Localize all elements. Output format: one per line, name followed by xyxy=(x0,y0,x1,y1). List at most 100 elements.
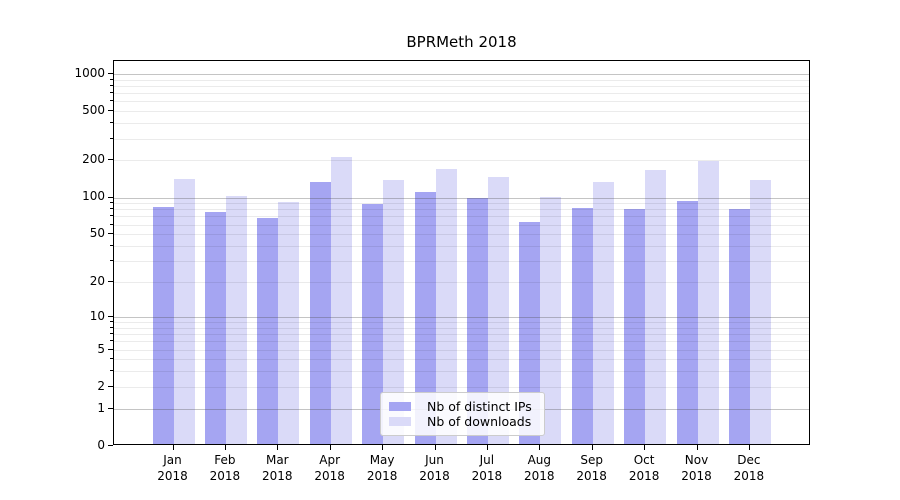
y-minor-tick-mark xyxy=(110,100,113,102)
gridline-minor xyxy=(114,209,809,211)
y-tick-label: 5 xyxy=(97,341,105,356)
y-minor-tick-mark xyxy=(110,321,113,322)
x-tick-mark xyxy=(172,445,174,450)
downloads-swatch-icon xyxy=(389,417,411,426)
gridline-minor xyxy=(114,138,809,140)
bar-downloads-sep xyxy=(592,182,614,444)
bar-downloads-dec xyxy=(749,179,771,444)
gridline-minor xyxy=(114,216,809,218)
y-minor-tick-mark xyxy=(110,385,113,387)
x-tick-label-sep: Sep 2018 xyxy=(576,453,607,483)
y-minor-tick-mark xyxy=(110,84,113,86)
legend-label-downloads: Nb of downloads xyxy=(427,414,532,429)
gridline-minor xyxy=(114,246,809,247)
y-minor-tick-mark xyxy=(110,110,113,112)
bar-distinct-ips-dec xyxy=(728,209,750,444)
legend-label-distinct-ips: Nb of distinct IPs xyxy=(427,399,532,414)
y-minor-tick-mark xyxy=(110,370,113,372)
y-minor-tick-mark xyxy=(110,348,113,350)
legend-row-downloads: Nb of downloads xyxy=(389,414,536,429)
bar-distinct-ips-aug xyxy=(519,221,541,444)
y-minor-tick-mark xyxy=(110,333,113,334)
gridline-minor xyxy=(114,234,809,236)
y-tick-label: 50 xyxy=(89,226,105,241)
y-minor-tick-mark xyxy=(110,326,113,328)
x-tick-mark xyxy=(382,445,384,450)
x-tick-mark xyxy=(748,445,750,450)
y-tick-label: 10 xyxy=(89,308,105,323)
y-minor-tick-mark xyxy=(110,223,113,225)
y-minor-tick-mark xyxy=(110,159,113,161)
gridline-minor xyxy=(114,349,809,351)
y-minor-tick-mark xyxy=(110,215,113,217)
gridline-major xyxy=(114,73,809,75)
gridline-minor xyxy=(114,327,809,329)
x-tick-label-nov: Nov 2018 xyxy=(681,453,712,483)
x-tick-label-jul: Jul 2018 xyxy=(471,453,503,483)
gridline-minor xyxy=(114,386,809,388)
bar-distinct-ips-nov xyxy=(676,201,698,444)
y-minor-tick-mark xyxy=(110,260,113,262)
x-tick-label-jun: Jun 2018 xyxy=(419,453,450,483)
bar-downloads-jul xyxy=(487,177,509,444)
y-tick-mark xyxy=(108,445,113,446)
gridline-minor xyxy=(114,334,809,335)
x-tick-mark xyxy=(539,445,541,450)
y-tick-label: 100 xyxy=(82,189,105,204)
bar-distinct-ips-sep xyxy=(571,208,593,444)
y-minor-tick-mark xyxy=(110,208,113,210)
gridline-minor xyxy=(114,123,809,125)
plot-area xyxy=(113,60,810,445)
bar-distinct-ips-jul xyxy=(466,197,488,444)
y-tick-label: 200 xyxy=(82,152,105,167)
y-minor-tick-mark xyxy=(110,358,113,360)
x-tick-mark xyxy=(591,445,593,450)
y-tick-label: 0 xyxy=(97,438,105,452)
bar-distinct-ips-jan xyxy=(152,207,174,444)
y-tick-label: 1 xyxy=(97,400,105,415)
x-tick-mark xyxy=(329,445,331,450)
gridline-minor xyxy=(114,85,809,87)
x-tick-mark xyxy=(434,445,436,450)
bar-downloads-jun xyxy=(435,169,457,444)
gridline-minor xyxy=(114,79,809,81)
bar-downloads-aug xyxy=(540,197,562,444)
y-minor-tick-mark xyxy=(110,92,113,94)
y-minor-tick-mark xyxy=(110,281,113,282)
x-tick-label-may: May 2018 xyxy=(366,453,398,483)
y-tick-mark xyxy=(108,407,113,409)
y-minor-tick-mark xyxy=(110,245,113,246)
y-tick-label: 20 xyxy=(89,274,105,289)
bar-distinct-ips-feb xyxy=(204,212,226,444)
gridline-minor xyxy=(114,160,809,162)
gridline-minor xyxy=(114,359,809,361)
x-tick-label-jan: Jan 2018 xyxy=(157,453,188,483)
gridline-minor xyxy=(114,282,809,283)
y-tick-mark xyxy=(108,72,113,74)
gridline-minor xyxy=(114,341,809,343)
gridline-major xyxy=(114,197,809,199)
y-minor-tick-mark xyxy=(110,78,113,80)
y-minor-tick-mark xyxy=(110,233,113,235)
y-tick-label: 500 xyxy=(82,103,105,118)
bar-downloads-jan xyxy=(173,179,195,444)
bar-distinct-ips-may xyxy=(362,204,384,444)
gridline-minor xyxy=(114,224,809,226)
x-tick-label-mar: Mar 2018 xyxy=(262,453,293,483)
bar-downloads-may xyxy=(383,180,405,444)
bar-downloads-oct xyxy=(645,169,667,444)
bar-downloads-apr xyxy=(330,156,352,444)
gridline-minor xyxy=(114,322,809,323)
x-tick-label-feb: Feb 2018 xyxy=(209,453,241,483)
bar-distinct-ips-jun xyxy=(414,192,436,444)
bar-downloads-mar xyxy=(278,202,300,444)
bar-distinct-ips-oct xyxy=(624,208,646,444)
chart-title: BPRMeth 2018 xyxy=(406,33,517,51)
y-minor-tick-mark xyxy=(110,122,113,124)
bar-downloads-nov xyxy=(697,161,719,444)
legend: Nb of distinct IPs Nb of downloads xyxy=(380,392,545,436)
y-tick-mark xyxy=(108,315,113,317)
y-tick-mark xyxy=(108,196,113,198)
y-minor-tick-mark xyxy=(110,340,113,342)
